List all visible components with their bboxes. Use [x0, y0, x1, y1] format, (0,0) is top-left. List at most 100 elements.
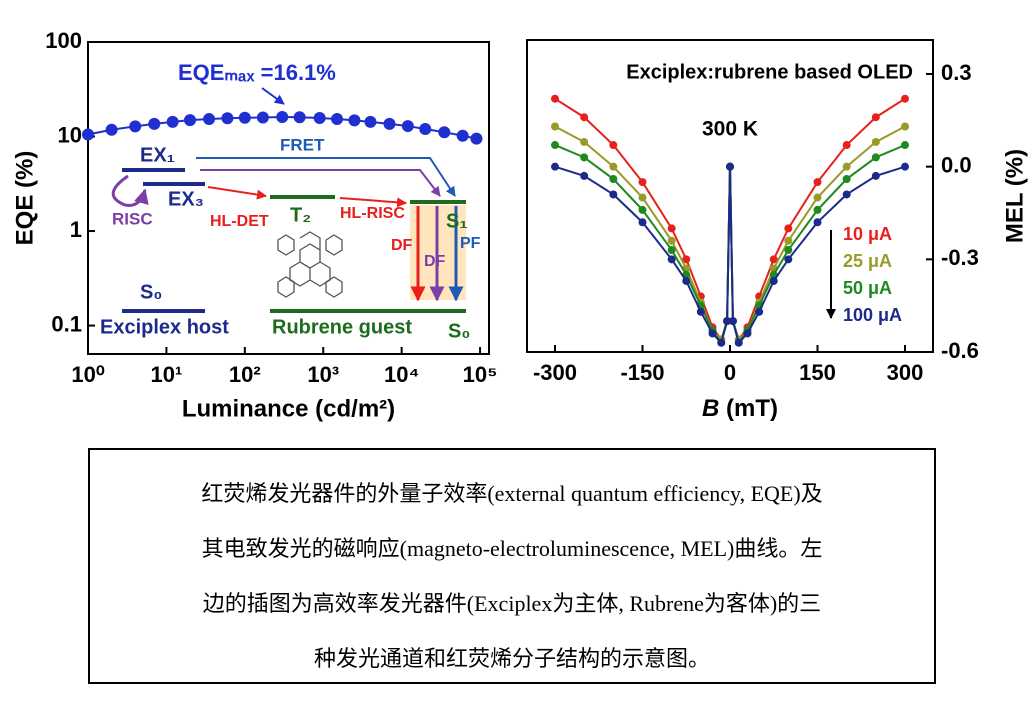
data-point: [901, 94, 909, 103]
data-point: [470, 132, 483, 145]
data-point: [609, 190, 618, 199]
data-point: [383, 117, 396, 130]
legend-entry: 100 μA: [843, 305, 902, 325]
data-point: [682, 276, 691, 285]
x-axis-label: Luminance (cd/m²): [182, 395, 395, 422]
y-tick-label: -0.6: [941, 338, 979, 363]
data-point: [580, 153, 589, 162]
inset-label: S₀: [140, 281, 162, 303]
data-point: [723, 317, 732, 326]
x-tick-label: 10⁵: [463, 362, 498, 387]
data-point: [667, 255, 676, 264]
y-tick-label: 1: [70, 217, 82, 242]
data-point: [551, 141, 559, 150]
inset-diagram: [111, 157, 466, 313]
data-point: [667, 236, 676, 245]
data-point: [871, 171, 880, 180]
data-point: [871, 153, 880, 162]
inset-label: HL-RISC: [340, 205, 405, 222]
data-point: [609, 141, 618, 150]
data-point: [734, 338, 743, 347]
data-point: [203, 113, 216, 126]
inset-label: Rubrene guest: [272, 316, 412, 338]
data-point: [813, 218, 822, 227]
data-point: [313, 112, 326, 125]
y-axis-label: MEL (%): [1001, 149, 1028, 243]
x-axis-unit: (mT): [726, 395, 778, 422]
inset-label: RISC: [112, 209, 153, 228]
data-point: [276, 110, 289, 123]
legend-entry: 50 μA: [843, 278, 892, 298]
data-point: [769, 255, 778, 264]
chart-title: Exciplex:rubrene based OLED: [626, 61, 913, 83]
x-tick-label: -150: [620, 360, 664, 385]
y-tick-label: 0.1: [51, 311, 82, 336]
y-axis-label: EQE (%): [11, 151, 38, 246]
data-point: [871, 137, 880, 146]
inset-label: PF: [460, 235, 481, 252]
data-point: [784, 255, 793, 264]
data-point: [901, 162, 909, 171]
data-point: [105, 123, 118, 136]
x-tick-label: 10¹: [151, 362, 183, 387]
caption-line: 其电致发光的磁响应(magneto-electroluminescence, M…: [201, 536, 823, 561]
series-line: [87, 115, 477, 140]
data-point: [842, 162, 851, 171]
data-point: [456, 129, 469, 142]
caption-line: 红荧烯发光器件的外量子效率(external quantum efficienc…: [201, 481, 823, 506]
data-point: [401, 120, 414, 133]
data-point: [551, 122, 559, 131]
data-point: [609, 162, 618, 171]
data-point: [221, 112, 234, 125]
data-point: [755, 307, 764, 316]
annotation-arrow: [261, 87, 285, 105]
data-point: [813, 193, 822, 202]
data-point: [638, 218, 647, 227]
data-point: [784, 236, 793, 245]
data-point: [419, 123, 432, 136]
x-tick-label: 0: [724, 360, 736, 385]
data-point: [293, 111, 306, 124]
caption-line: 边的插图为高效率发光器件(Exciplex为主体, Rubrene为客体)的三: [202, 591, 822, 616]
x-axis-variable: B: [702, 395, 719, 422]
inset-label: DF: [424, 253, 446, 270]
data-point: [813, 178, 822, 187]
x-tick-label: 300: [887, 360, 924, 385]
data-point: [667, 246, 676, 255]
caption: 红荧烯发光器件的外量子效率(external quantum efficienc…: [88, 448, 936, 684]
y-tick-label: 100: [45, 28, 82, 53]
inset-label: DF: [391, 237, 413, 254]
data-point: [438, 126, 451, 139]
legend-entry: 25 μA: [843, 251, 892, 271]
data-point: [813, 205, 822, 214]
data-point: [331, 113, 344, 126]
data-point: [184, 114, 197, 127]
charts: 10⁰ 10¹ 10² 10³ 10⁴ 10⁵ 0.1 1 10 100 Luminance (cd…: [11, 28, 1028, 423]
x-tick-label: -300: [533, 360, 577, 385]
y-tick-label: 10: [58, 122, 82, 147]
data-point: [364, 115, 377, 128]
legend-entry: 10 μA: [843, 224, 892, 244]
x-axis-label: B (mT): [702, 395, 778, 422]
data-point: [129, 120, 142, 133]
data-point: [551, 94, 559, 103]
plot-frame: [87, 41, 490, 355]
data-point: [580, 113, 589, 122]
inset-label: T₂: [290, 204, 311, 226]
data-point: [696, 307, 705, 316]
x-tick-label: 10²: [229, 362, 261, 387]
data-point: [842, 141, 851, 150]
data-point: [238, 111, 251, 124]
data-point: [901, 122, 909, 131]
data-point: [743, 329, 752, 338]
inset-label: Exciplex host: [100, 316, 229, 338]
data-point: [580, 171, 589, 180]
data-point: [82, 128, 94, 141]
y-tick-label: 0.0: [941, 152, 972, 177]
data-point: [769, 276, 778, 285]
data-point: [166, 115, 179, 128]
data-point: [784, 246, 793, 255]
annotation: 300 K: [702, 118, 758, 141]
data-point: [842, 190, 851, 199]
inset-label: S₁: [446, 210, 468, 232]
